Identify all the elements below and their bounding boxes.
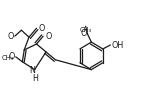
- Text: O: O: [7, 32, 14, 41]
- Text: N: N: [29, 66, 35, 75]
- Text: O: O: [8, 52, 15, 61]
- Text: CH₃: CH₃: [80, 27, 92, 33]
- Text: O: O: [45, 32, 51, 41]
- Text: CH₃: CH₃: [2, 55, 14, 61]
- Text: OH: OH: [111, 40, 124, 50]
- Text: H: H: [33, 74, 39, 83]
- Text: O: O: [38, 24, 45, 33]
- Text: O: O: [80, 29, 87, 38]
